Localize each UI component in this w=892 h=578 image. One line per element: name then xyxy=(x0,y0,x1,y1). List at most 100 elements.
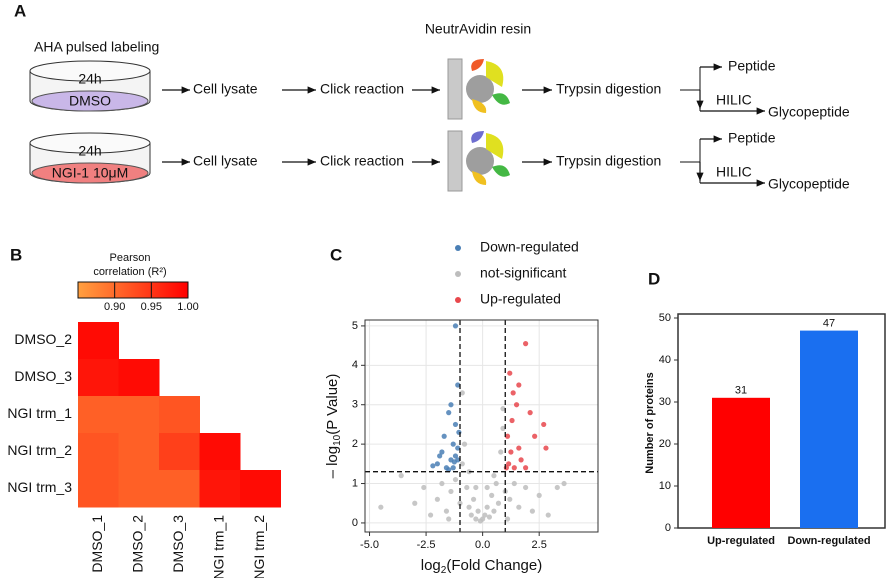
panel-label: C xyxy=(330,245,342,264)
branch-label: HILIC xyxy=(716,164,752,180)
point xyxy=(504,516,511,522)
resin xyxy=(447,130,463,192)
point xyxy=(486,514,493,520)
point xyxy=(543,445,549,451)
heatmap-cell xyxy=(78,470,119,508)
protein xyxy=(492,165,510,177)
legend-title: correlation (R²) xyxy=(93,266,166,278)
point xyxy=(455,382,461,388)
resin xyxy=(447,58,463,120)
dish-rim xyxy=(29,132,151,154)
point xyxy=(503,465,509,471)
legend-title: Pearson xyxy=(110,252,151,264)
point xyxy=(507,496,513,502)
point xyxy=(500,406,506,412)
bead xyxy=(466,75,494,103)
point xyxy=(459,390,465,396)
output: Peptide xyxy=(728,58,776,74)
point xyxy=(516,382,522,388)
point xyxy=(452,453,459,459)
point xyxy=(430,463,436,469)
point xyxy=(464,484,470,491)
colorbar xyxy=(77,281,189,299)
column-label: DMSO_1 xyxy=(89,515,105,573)
point xyxy=(523,341,529,347)
y-tick-label: 20 xyxy=(659,438,671,450)
bar xyxy=(800,330,858,528)
point xyxy=(511,480,517,487)
point xyxy=(456,429,462,435)
dish-rim xyxy=(29,60,151,82)
point xyxy=(437,453,443,459)
point xyxy=(523,465,529,471)
heatmap-cell xyxy=(240,470,281,508)
dish-medium xyxy=(31,162,149,184)
point xyxy=(513,402,520,408)
treatment: NGI-1 10μM xyxy=(52,165,129,181)
protein xyxy=(472,171,487,185)
x-tick-label: 0.0 xyxy=(475,539,490,551)
x-tick-label: Up-regulated xyxy=(707,535,775,547)
heatmap-cell xyxy=(78,433,119,471)
point xyxy=(461,441,468,447)
axis-label-part: – log xyxy=(324,446,341,479)
point xyxy=(439,449,445,455)
step: Click reaction xyxy=(320,81,404,97)
point xyxy=(523,484,529,491)
legend-marker xyxy=(455,297,461,303)
resin-label: NeutrAvidin resin xyxy=(425,21,531,37)
point xyxy=(498,449,504,455)
point xyxy=(470,496,477,502)
step: Cell lysate xyxy=(193,153,258,169)
time: 24h xyxy=(78,143,101,159)
point xyxy=(495,500,502,506)
point xyxy=(561,480,567,487)
heatmap-cell xyxy=(199,433,241,471)
legend-marker xyxy=(455,245,461,251)
point xyxy=(500,425,506,431)
y-tick-label: 4 xyxy=(352,359,358,371)
point xyxy=(473,484,479,491)
panel-label: B xyxy=(10,245,22,264)
plot-bg xyxy=(365,320,598,532)
legend-label: Up-regulated xyxy=(480,291,561,307)
y-tick-label: 1 xyxy=(352,477,358,489)
step: Click reaction xyxy=(320,153,404,169)
point xyxy=(434,461,440,467)
x-tick-label: Down-regulated xyxy=(787,535,870,547)
point xyxy=(398,473,404,479)
y-tick-label: 40 xyxy=(659,354,671,366)
treatment: DMSO xyxy=(69,93,111,109)
step: Trypsin digestion xyxy=(556,153,661,169)
row-label: DMSO_3 xyxy=(14,368,72,384)
protein xyxy=(486,133,504,159)
value-label: 31 xyxy=(735,385,747,397)
bead xyxy=(466,147,494,175)
point xyxy=(491,508,497,514)
workflow-title: AHA pulsed labeling xyxy=(34,39,159,55)
point xyxy=(450,465,456,471)
y-tick-label: 10 xyxy=(659,480,671,492)
point xyxy=(455,457,461,463)
heatmap-cell xyxy=(78,322,119,360)
heatmap-cell xyxy=(118,470,160,508)
heatmap-cell xyxy=(159,470,200,508)
axis-label-sub: 10 xyxy=(332,434,343,446)
y-tick-label: 0 xyxy=(665,522,671,534)
row-label: NGI trm_1 xyxy=(7,405,72,421)
protein xyxy=(471,59,484,71)
output: Glycopeptide xyxy=(768,104,850,120)
plot-frame xyxy=(364,319,599,533)
y-tick-label: 5 xyxy=(352,320,358,332)
point xyxy=(554,484,560,491)
y-tick-label: 0 xyxy=(352,517,358,529)
point xyxy=(421,484,427,491)
point xyxy=(489,492,495,498)
column-label: NGI trm_2 xyxy=(251,515,267,578)
point xyxy=(428,512,434,518)
point xyxy=(466,504,472,510)
colorbar-tick-label: 0.90 xyxy=(104,301,125,313)
row-label: NGI trm_2 xyxy=(7,442,72,458)
legend-marker xyxy=(455,271,461,277)
point xyxy=(446,410,452,416)
